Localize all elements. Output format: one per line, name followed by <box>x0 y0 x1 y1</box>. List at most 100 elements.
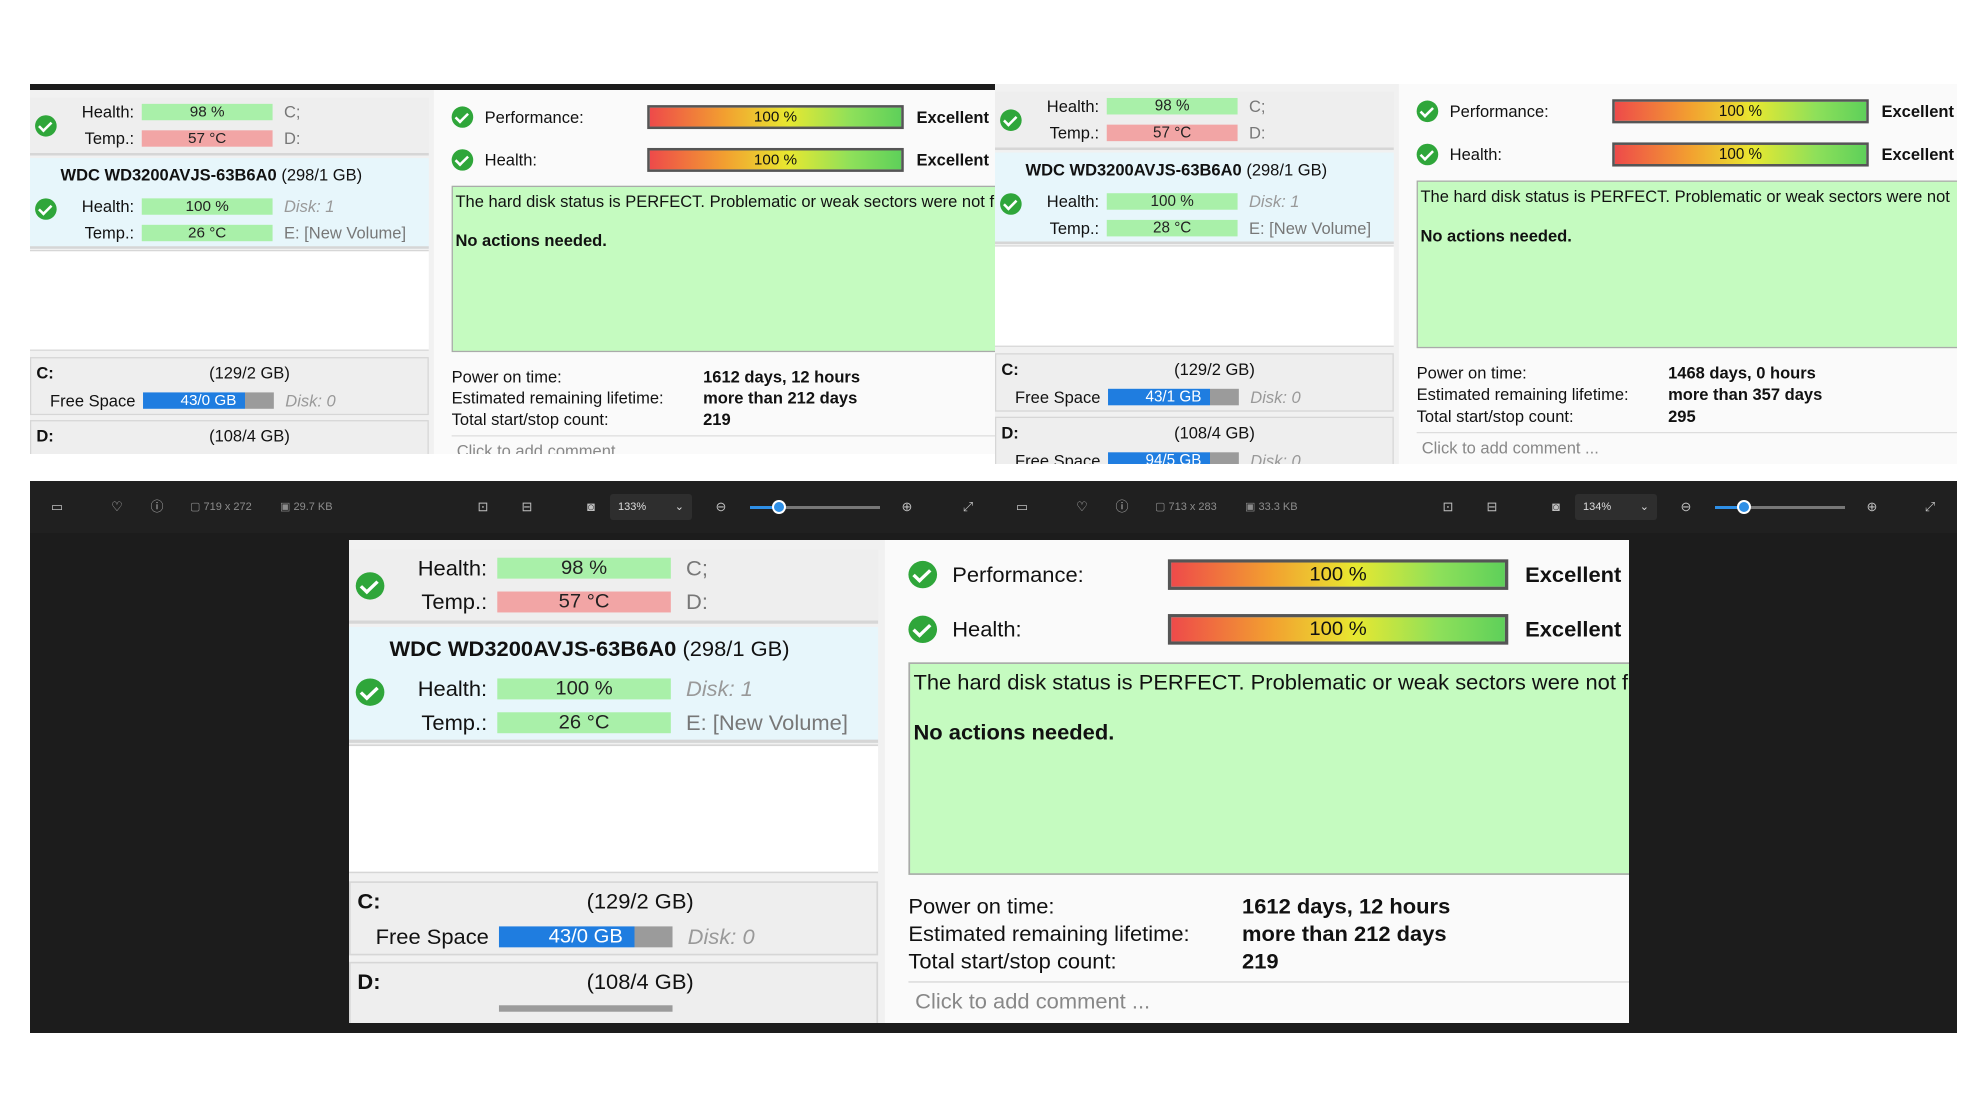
action-text: No actions needed. <box>455 231 607 251</box>
status-message: The hard disk status is PERFECT. Problem… <box>1416 180 1957 349</box>
volume-c[interactable]: C: (129/2 GB) Free Space 43/0 GB Disk: 0 <box>349 881 879 956</box>
heart-icon[interactable]: ♡ <box>1076 499 1088 514</box>
disk-entry-2[interactable]: WDC WD3200AVJS-63B6A0 (298/1 GB) Health:… <box>30 158 429 249</box>
health-label: Health: <box>952 617 1022 642</box>
monitor-icon[interactable]: ▭ <box>50 499 64 514</box>
disk-title: WDC WD3200AVJS-63B6A0 (298/1 GB) <box>60 165 363 185</box>
volume-disk: Disk: 0 <box>1250 387 1301 407</box>
disk-list-empty <box>30 250 429 351</box>
chevron-down-icon: ⌄ <box>1639 501 1649 513</box>
free-space-bar: 43/0 GB <box>498 926 673 948</box>
actual-size-icon[interactable]: ⊟ <box>521 499 533 514</box>
disk-entry-2[interactable]: WDC WD3200AVJS-63B6A0 (298/1 GB) Health:… <box>349 626 879 743</box>
action-text: No actions needed. <box>1420 226 1572 246</box>
health-bar: 100 % <box>1106 193 1238 210</box>
disk-number: Disk: 1 <box>284 197 335 216</box>
volume-disk: Disk: 0 <box>1250 451 1301 464</box>
health-label: Health: <box>417 676 488 701</box>
zoom-slider-knob[interactable] <box>772 500 786 514</box>
zoom-out-icon[interactable]: ⊖ <box>1680 499 1692 514</box>
zoom-out-icon[interactable]: ⊖ <box>715 499 727 514</box>
status-panel: Performance: 100 % Excellent Health: 100… <box>884 540 1629 1023</box>
comment-field[interactable]: Click to add comment ... <box>451 435 995 454</box>
volume-size: (129/2 GB) <box>1174 359 1255 379</box>
info-icon[interactable]: ⓘ <box>150 499 164 514</box>
temp-bar: 26 °C <box>141 224 273 242</box>
volume-letters: C; <box>1249 96 1266 116</box>
chevron-down-icon: ⌄ <box>674 501 684 513</box>
volume-letters: C; <box>284 102 301 122</box>
health-bar: 100 % <box>141 198 273 215</box>
free-space-bar <box>498 1005 673 1012</box>
performance-bar: 100 % <box>1612 99 1869 124</box>
temp-bar: 57 °C <box>141 130 273 147</box>
info-icon[interactable]: ⓘ <box>1115 499 1129 514</box>
screenshot-icon[interactable]: ◙ <box>1552 499 1560 514</box>
disk-entry-1[interactable]: Health: 98 % C; Temp.: 57 °C D: <box>349 549 879 624</box>
disk-number: Disk: 1 <box>1249 191 1300 211</box>
health-label: Health: <box>1449 144 1502 165</box>
temp-label: Temp.: <box>1049 218 1100 238</box>
temp-label: Temp.: <box>84 129 135 148</box>
volume-disk: Disk: 0 <box>285 391 336 411</box>
comment-field[interactable]: Click to add comment ... <box>1416 431 1957 460</box>
volume-c[interactable]: C: (129/2 GB) Free Space 43/1 GB Disk: 0 <box>995 353 1394 412</box>
volume-d[interactable]: D: (108/4 GB) Free Space 94/5 GB Disk: 0 <box>995 416 1394 464</box>
heart-icon[interactable]: ♡ <box>111 499 123 514</box>
actual-size-icon[interactable]: ⊟ <box>1486 499 1498 514</box>
disk-title: WDC WD3200AVJS-63B6A0 (298/1 GB) <box>1025 160 1328 180</box>
ok-check-icon <box>35 198 57 220</box>
status-text: The hard disk status is PERFECT. Problem… <box>455 192 995 211</box>
temp-bar: 28 °C <box>1106 219 1238 237</box>
fullscreen-icon[interactable]: ⤢ <box>1924 499 1936 514</box>
volume-size: (108/4 GB) <box>586 969 694 995</box>
volume-letter: D: <box>1001 423 1019 443</box>
performance-rating: Excellent <box>1881 101 1954 121</box>
volume-d[interactable]: D: (108/4 GB) <box>30 420 429 454</box>
health-label: Health: <box>1046 96 1100 116</box>
volume-letters-2: D: <box>284 129 301 148</box>
performance-bar: 100 % <box>1167 559 1509 590</box>
ok-check-icon <box>1416 100 1439 123</box>
zoom-select[interactable]: 134% ⌄ <box>1575 494 1657 520</box>
fullscreen-icon[interactable]: ⤢ <box>962 499 974 514</box>
action-text: No actions needed. <box>913 720 1115 745</box>
health-label: Health: <box>417 556 488 581</box>
disk-list-panel: Health: 98 % C; Temp.: 57 °C D: WDC WD3200AV… <box>349 540 881 1023</box>
free-space-bar: 43/1 GB <box>1108 388 1239 406</box>
zoom-slider-track[interactable] <box>750 506 880 509</box>
zoom-slider-knob[interactable] <box>1737 500 1751 514</box>
health-label: Health: <box>484 150 537 170</box>
disk-list-empty <box>995 245 1394 347</box>
fit-icon[interactable]: ⊡ <box>477 499 489 514</box>
fit-icon[interactable]: ⊡ <box>1442 499 1454 514</box>
volume-letter: D: <box>357 969 381 995</box>
zoom-in-icon[interactable]: ⊕ <box>901 499 913 514</box>
status-message: The hard disk status is PERFECT. Problem… <box>451 185 995 353</box>
volume-d[interactable]: D: (108/4 GB) <box>349 961 879 1023</box>
disk-list-panel: Health: 98 % C; Temp.: 57 °C D: WDC WD3200AV… <box>995 84 1396 464</box>
image-dims: ▢ 719 x 272 <box>190 501 252 513</box>
volume-letter: C: <box>1001 359 1019 379</box>
volume-size: (129/2 GB) <box>209 363 290 383</box>
free-space-label: Free Space <box>375 924 489 949</box>
temp-label: Temp.: <box>421 589 488 615</box>
comment-field[interactable]: Click to add comment ... <box>908 981 1629 1016</box>
monitor-icon[interactable]: ▭ <box>1015 499 1029 514</box>
screenshot-icon[interactable]: ◙ <box>587 499 595 514</box>
zoom-slider-track[interactable] <box>1715 506 1845 509</box>
zoom-in-icon[interactable]: ⊕ <box>1866 499 1878 514</box>
zoom-select[interactable]: 133% ⌄ <box>610 494 692 520</box>
temp-bar: 26 °C <box>497 711 671 734</box>
volume-c[interactable]: C: (129/2 GB) Free Space 43/0 GB Disk: 0 <box>30 357 429 416</box>
hdsentinel-window: Health: 98 % C; Temp.: 57 °C D: WDC WD3200AV… <box>30 90 995 454</box>
disk-list-panel: Health: 98 % C; Temp.: 57 °C D: WDC WD3200AV… <box>30 90 431 454</box>
temp-label: Temp.: <box>1049 123 1100 143</box>
disk-entry-1[interactable]: Health: 98 % C; Temp.: 57 °C D: <box>995 91 1394 151</box>
disk-entry-1[interactable]: Health: 98 % C; Temp.: 57 °C D: <box>30 97 429 156</box>
viewer-toolbar-left: ▭ ♡ ⓘ ▢ 719 x 272 ▣ 29.7 KB ⊡ ⊟ ◙ 133% ⌄ ⊖ ⊕ ⤢ <box>30 481 995 533</box>
free-space-label: Free Space <box>1015 451 1101 464</box>
volume-letters-2: D: <box>1249 123 1266 143</box>
disk-entry-2[interactable]: WDC WD3200AVJS-63B6A0 (298/1 GB) Health:… <box>995 152 1394 245</box>
screenshot-top-right: Health: 98 % C; Temp.: 57 °C D: WDC WD3200AV… <box>995 84 1957 464</box>
